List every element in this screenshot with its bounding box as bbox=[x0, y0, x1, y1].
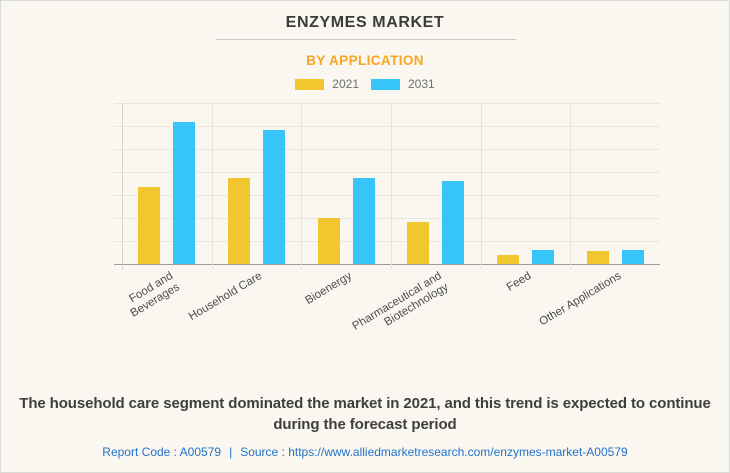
chart-subtitle: BY APPLICATION bbox=[306, 53, 424, 68]
category-label-bioenergy: Bioenergy bbox=[303, 270, 355, 307]
y-gridline bbox=[114, 149, 660, 150]
bar-2031-food-and-beverages[interactable] bbox=[173, 122, 196, 264]
x-gridline bbox=[301, 103, 303, 270]
report-source-line: Report Code : A00579 | Source : https://ww… bbox=[1, 445, 729, 459]
x-gridline bbox=[480, 103, 482, 270]
chart-description: The household care segment dominated the… bbox=[19, 395, 711, 433]
category-label-other-applications: Other Applications bbox=[537, 270, 624, 329]
source-link[interactable]: Source : https://www.alliedmarketresearc… bbox=[240, 445, 628, 459]
legend-item-2021[interactable]: 2021 bbox=[295, 77, 359, 91]
bar-2031-pharmaceutical-and-biotechnology[interactable] bbox=[442, 181, 465, 264]
y-gridline bbox=[114, 126, 660, 127]
x-gridline bbox=[391, 103, 392, 270]
y-gridline bbox=[114, 103, 660, 104]
category-label-pharmaceutical-and-biotechnology: Pharmaceutical and Biotechnology bbox=[350, 270, 451, 333]
bar-2031-other-applications[interactable] bbox=[621, 249, 644, 264]
y-gridline bbox=[114, 195, 660, 196]
y-axis-line bbox=[122, 103, 123, 270]
category-label-food-and-beverages: Food and Beverages bbox=[127, 270, 182, 320]
page-title: ENZYMES MARKET bbox=[285, 14, 445, 31]
bar-2021-bioenergy[interactable] bbox=[317, 218, 340, 264]
plot-area: Food and Beverages Household Care Bioenerg… bbox=[114, 103, 660, 333]
chart-legend: 2021 2031 bbox=[1, 77, 729, 91]
bar-2031-feed[interactable] bbox=[532, 250, 554, 264]
legend-label-2031: 2031 bbox=[408, 77, 435, 91]
bar-2031-bioenergy[interactable] bbox=[352, 177, 375, 264]
category-label-household-care: Household Care bbox=[187, 270, 265, 324]
x-gridline bbox=[211, 103, 213, 270]
bar-2021-pharmaceutical-and-biotechnology[interactable] bbox=[407, 222, 430, 264]
bar-2021-feed[interactable] bbox=[497, 255, 519, 264]
legend-swatch-2031-icon bbox=[371, 78, 400, 90]
separator: | bbox=[229, 445, 233, 459]
x-axis-line bbox=[114, 264, 660, 265]
legend-label-2021: 2021 bbox=[332, 77, 359, 91]
bar-2021-food-and-beverages[interactable] bbox=[138, 186, 161, 264]
report-code-link[interactable]: Report Code : A00579 bbox=[102, 445, 222, 459]
bar-2031-household-care[interactable] bbox=[263, 129, 285, 264]
y-gridline bbox=[114, 241, 660, 242]
x-gridline bbox=[570, 103, 572, 270]
y-gridline bbox=[114, 172, 660, 173]
category-label-feed: Feed bbox=[505, 270, 534, 294]
title-divider bbox=[216, 39, 516, 40]
bar-2021-other-applications[interactable] bbox=[586, 250, 609, 264]
y-gridline bbox=[114, 218, 660, 219]
bar-2021-household-care[interactable] bbox=[228, 177, 250, 264]
legend-swatch-2021-icon bbox=[295, 78, 325, 90]
legend-item-2031[interactable]: 2031 bbox=[371, 77, 435, 91]
